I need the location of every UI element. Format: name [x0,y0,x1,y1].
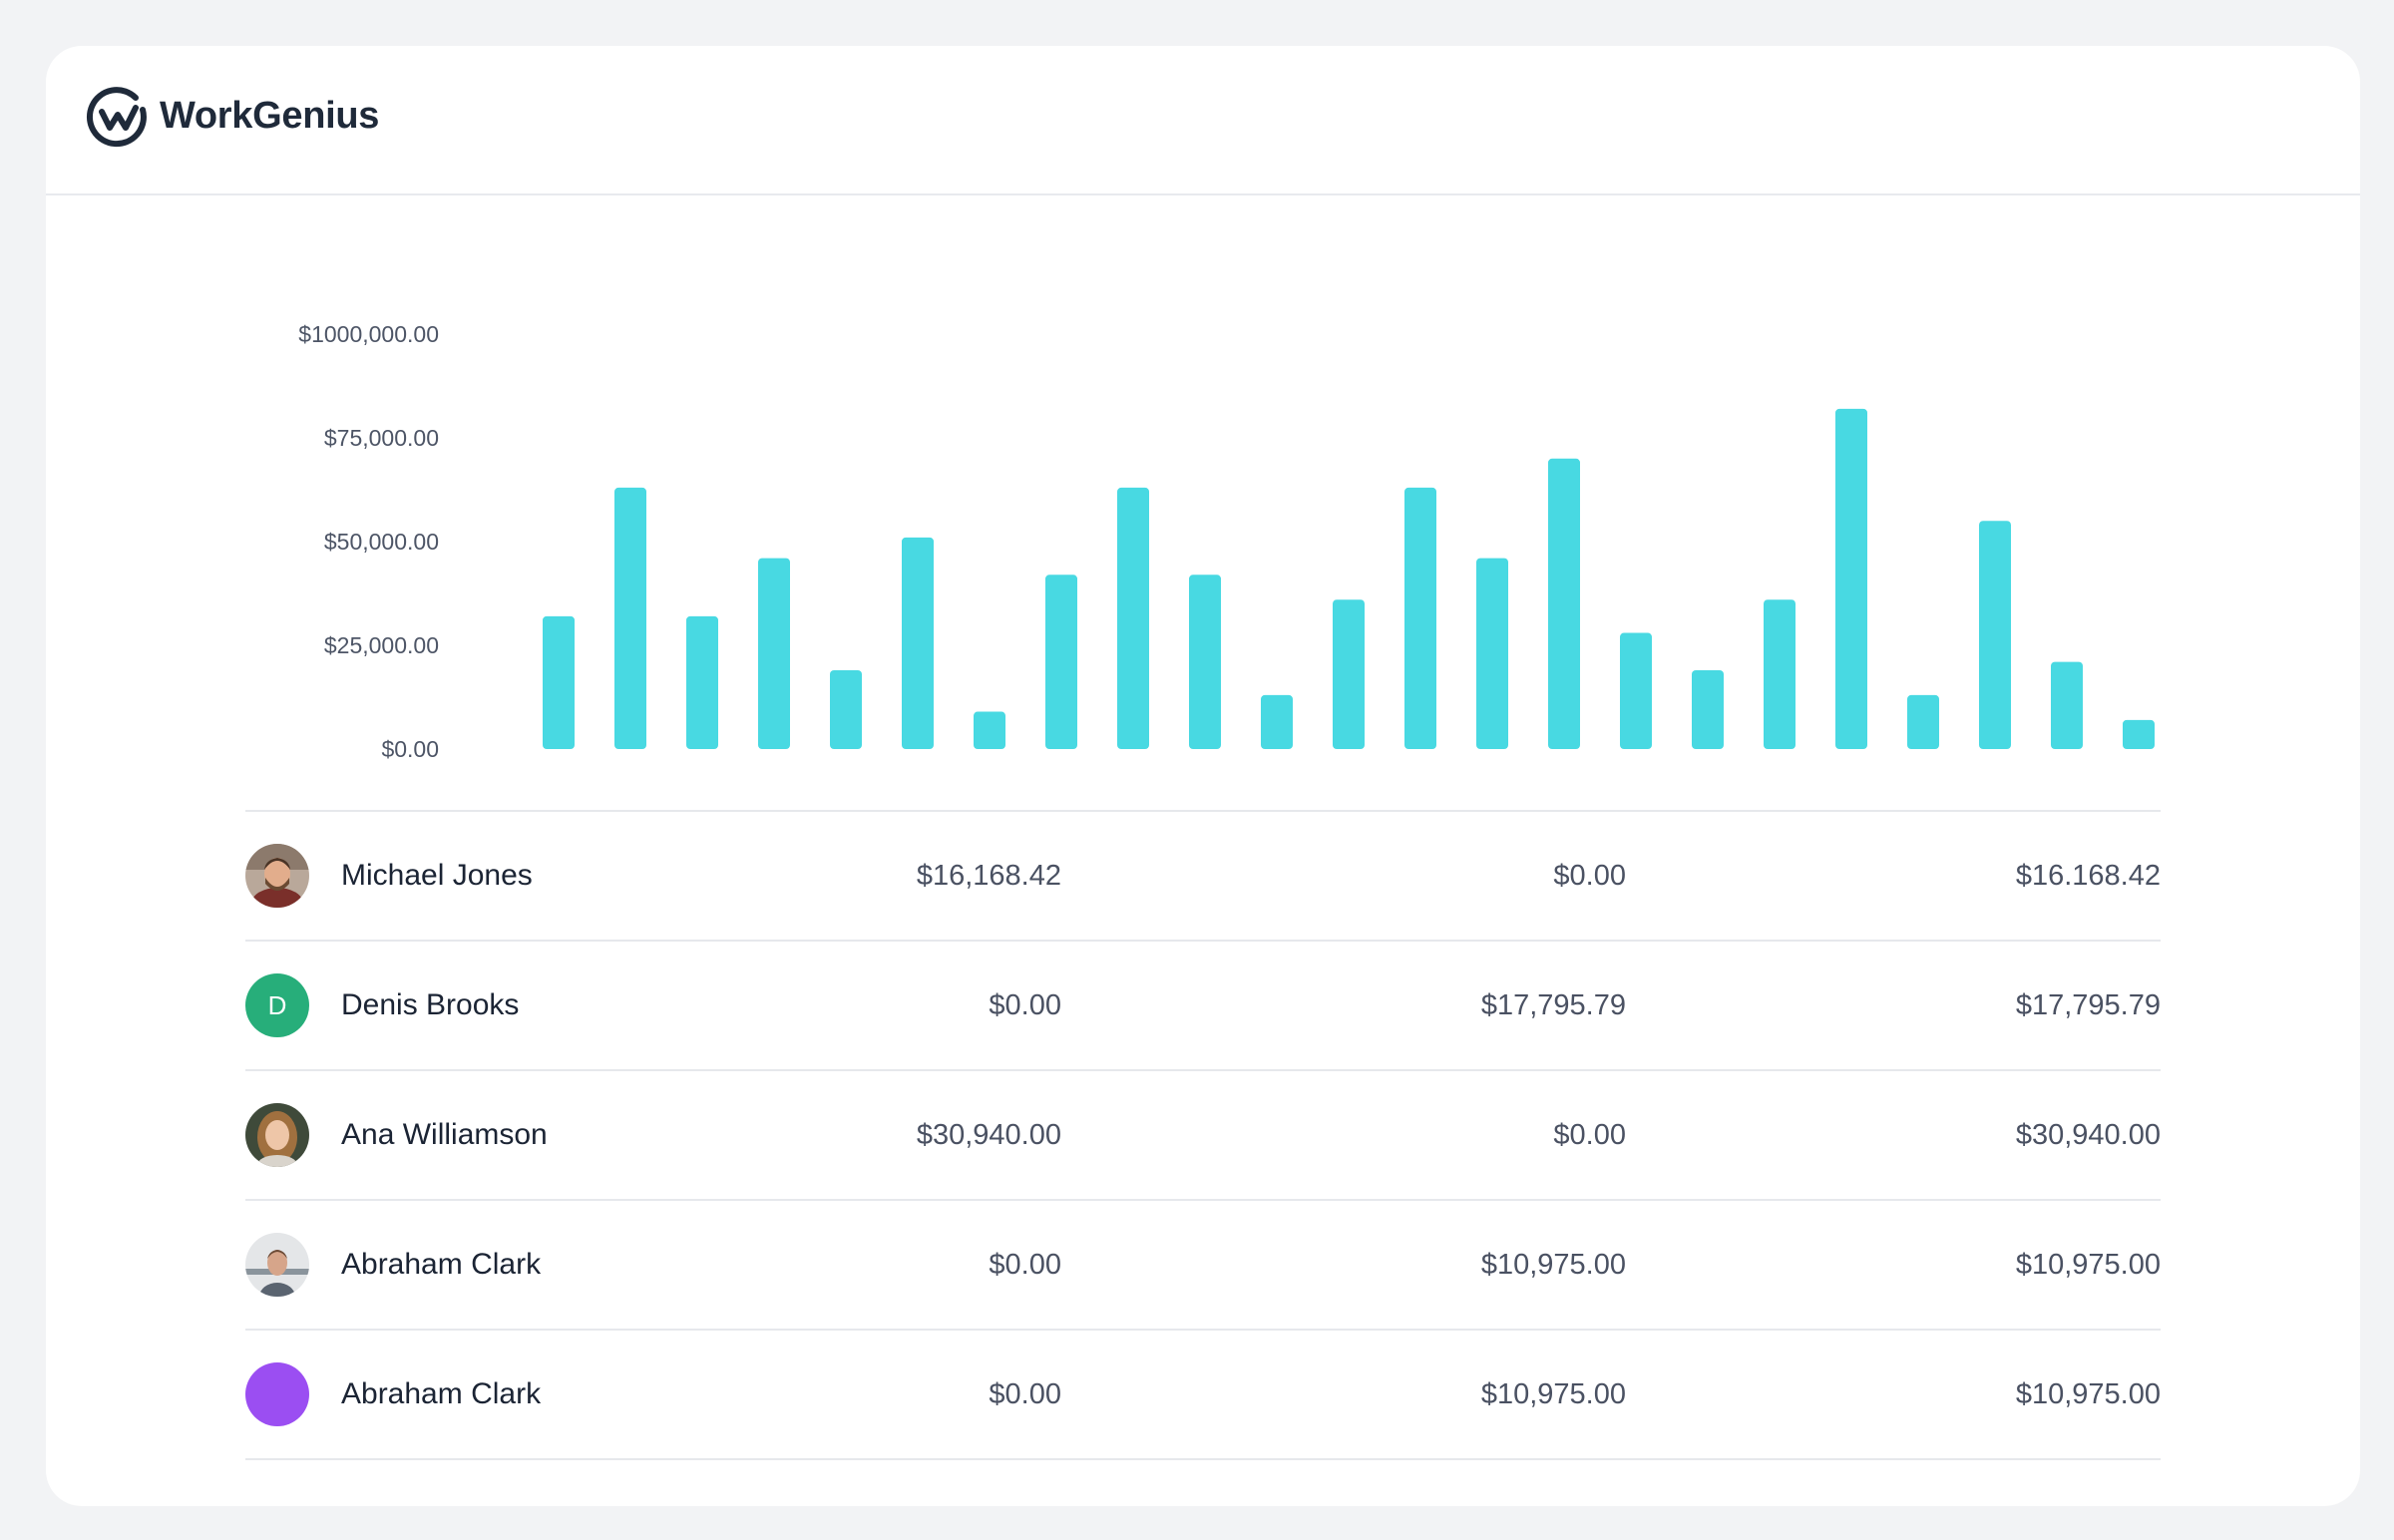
brand-name: WorkGenius [160,94,380,137]
dashboard-card: WorkGenius $1000,000.00 $75,000.00 $50,0… [46,46,2360,1506]
chart-bar[interactable] [686,615,718,749]
table-row[interactable]: Michael Jones $16,168.42 $0.00 $16.168.4… [245,812,2161,942]
chart-bar[interactable] [1476,558,1508,749]
avatar: D [245,973,309,1037]
amount-cell: $0.00 [989,989,1061,1021]
avatar-initial: D [267,989,287,1020]
earnings-bar-chart: $1000,000.00 $75,000.00 $50,000.00 $25,0… [46,195,2360,794]
y-tick-label: $50,000.00 [323,529,439,555]
chart-bar[interactable] [974,711,1005,749]
app-header: WorkGenius [46,46,2360,195]
chart-bar[interactable] [1045,575,1077,749]
amount-cell: $30,940.00 [2015,1119,2161,1151]
chart-bar[interactable] [1189,575,1221,749]
amount-cell: $10,975.00 [1480,1249,1626,1281]
chart-bar[interactable] [1620,632,1652,749]
y-tick-label: $75,000.00 [323,425,439,451]
avatar [245,1362,309,1426]
chart-bar[interactable] [2051,661,2083,749]
chart-bar[interactable] [1692,669,1724,749]
bars-layer [543,408,2155,749]
amount-cell: $16,168.42 [916,860,1061,892]
chart-bar[interactable] [614,487,646,749]
amount-cell: $0.00 [989,1249,1061,1281]
y-tick-label: $25,000.00 [323,632,439,658]
chart-bar[interactable] [830,669,862,749]
chart-bar[interactable] [1979,521,2011,749]
chart-bar[interactable] [1835,408,1867,749]
chart-bar[interactable] [758,558,790,749]
chart-bar[interactable] [1117,487,1149,749]
amount-cell: $30,940.00 [916,1119,1061,1151]
amount-cell: $17,795.79 [1480,989,1626,1021]
person-name: Michael Jones [341,859,533,892]
chart-bar[interactable] [2123,719,2155,749]
amount-cell: $10,975.00 [2015,1249,2161,1281]
earnings-table: Michael Jones $16,168.42 $0.00 $16.168.4… [245,810,2161,1460]
amount-cell: $0.00 [989,1378,1061,1410]
amount-cell: $0.00 [1553,860,1626,892]
amount-cell: $17,795.79 [2015,989,2161,1021]
chart-bar[interactable] [1764,599,1796,749]
chart-bar[interactable] [1907,694,1939,749]
person-name: Abraham Clark [341,1377,542,1410]
chart-bar[interactable] [902,537,934,749]
y-tick-label: $0.00 [381,736,439,762]
amount-cell: $10,975.00 [2015,1378,2161,1410]
workgenius-logo-icon [86,87,147,148]
table-row[interactable]: Ana Williamson $30,940.00 $0.00 $30,940.… [245,1071,2161,1201]
person-name: Abraham Clark [341,1248,542,1281]
table-row[interactable]: D Denis Brooks $0.00 $17,795.79 $17,795.… [245,942,2161,1071]
amount-cell: $0.00 [1553,1119,1626,1151]
amount-cell: $16.168.42 [2015,860,2161,892]
avatar-photo-icon [245,1233,309,1297]
y-tick-label: $1000,000.00 [298,321,439,347]
chart-bar[interactable] [1261,694,1293,749]
chart-bar[interactable] [1404,487,1436,749]
chart-bar[interactable] [543,615,575,749]
brand-logo[interactable]: WorkGenius [86,84,379,148]
chart-bar[interactable] [1333,599,1365,749]
avatar [245,844,309,908]
avatar [245,1233,309,1297]
amount-cell: $10,975.00 [1480,1378,1626,1410]
person-name: Denis Brooks [341,988,520,1021]
chart-bar[interactable] [1548,458,1580,749]
avatar [245,1103,309,1167]
outer-frame: WorkGenius $1000,000.00 $75,000.00 $50,0… [6,6,2388,1534]
avatar-photo-icon [245,1103,309,1167]
table-row[interactable]: Abraham Clark $0.00 $10,975.00 $10,975.0… [245,1331,2161,1460]
person-name: Ana Williamson [341,1118,548,1151]
avatar-photo-icon [245,844,309,908]
table-row[interactable]: Abraham Clark $0.00 $10,975.00 $10,975.0… [245,1201,2161,1331]
